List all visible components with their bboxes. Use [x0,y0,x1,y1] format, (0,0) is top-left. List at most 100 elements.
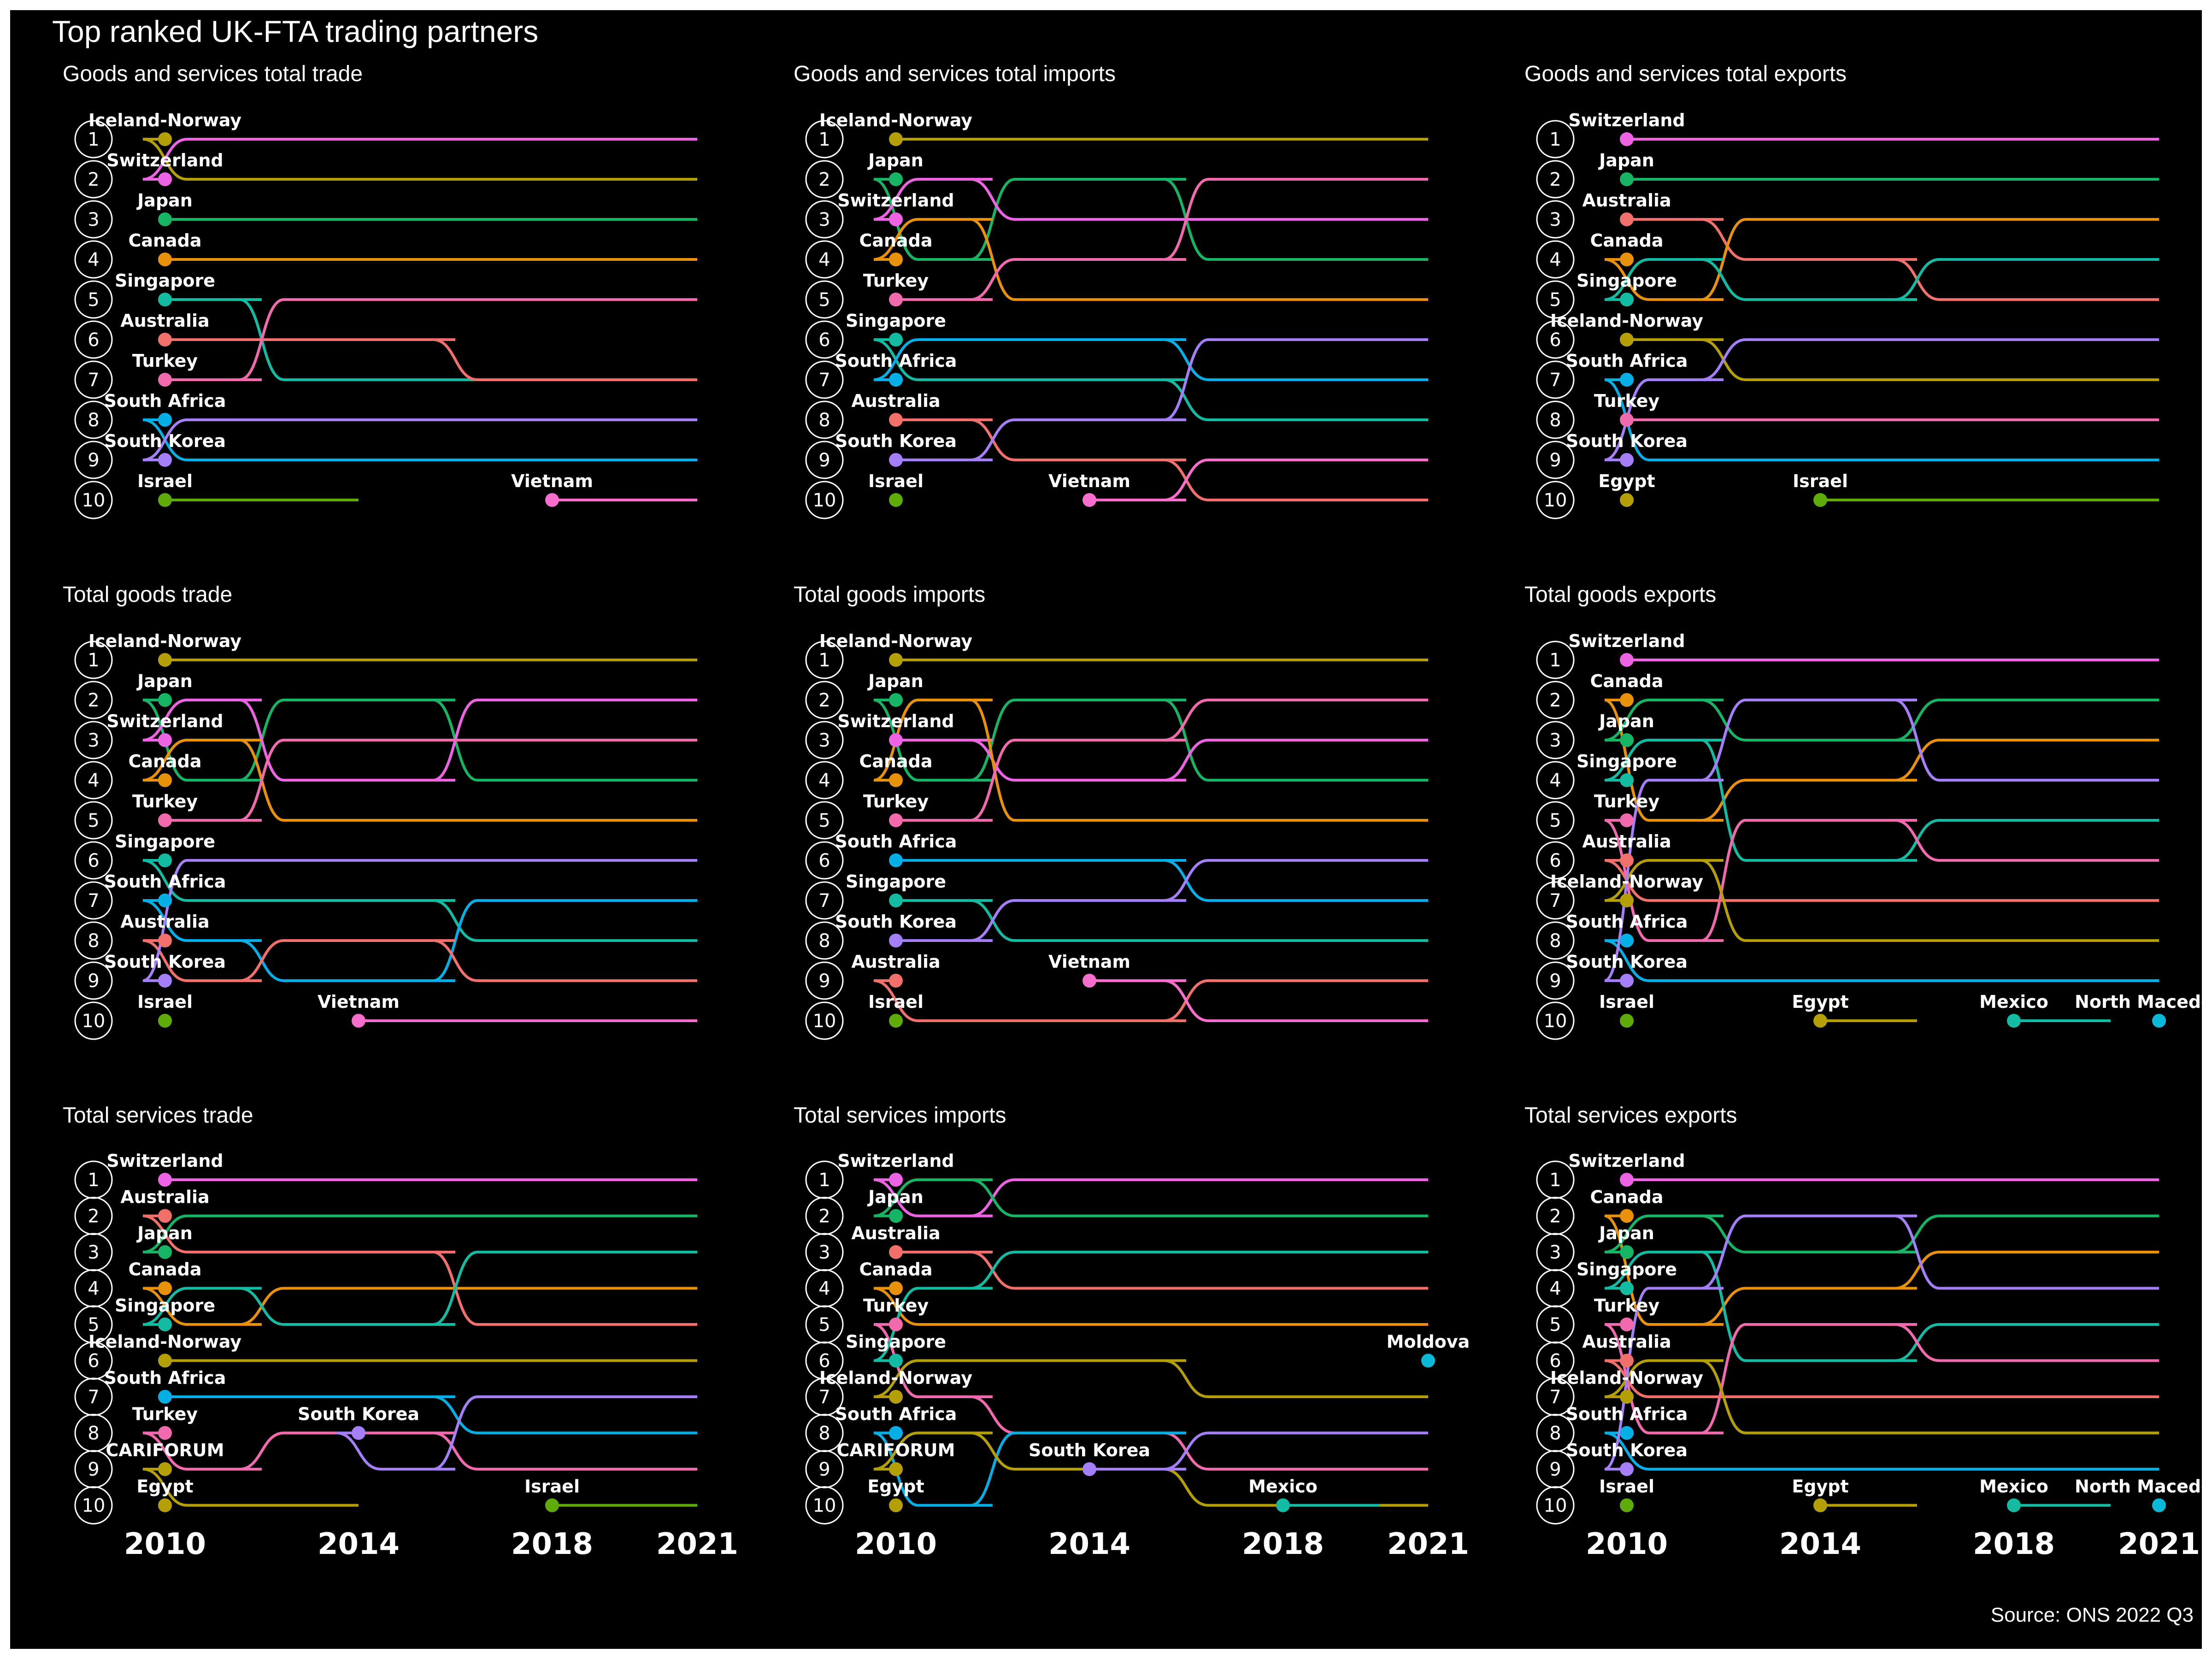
series-marker-moldova [1421,1353,1435,1368]
rank-circle [74,681,113,719]
series-label-switzerland: Switzerland [106,711,223,731]
rank-circle [805,200,844,239]
series-line-south-africa [1604,378,2159,461]
series-label-south-africa: South Africa [835,831,957,852]
series-line-turkey [896,178,1428,301]
x-tick-label: 2021 [2118,1527,2200,1561]
series-label-singapore: Singapore [846,311,946,331]
series-marker-iceland-norway [158,1353,172,1368]
rank-circle [74,400,113,439]
series-marker-south-korea [1620,1462,1634,1476]
series-label-israel: Israel [868,471,924,491]
series-line-canada [873,699,1428,822]
panel-total-services-trade: Total services trade 1 2 3 4 5 6 7 8 9 10 2010 2014 2… [63,1103,738,1561]
series-label-south-korea: South Korea [298,1404,419,1424]
series-marker-egypt [1620,493,1634,507]
series-label-australia: Australia [120,1187,209,1207]
series-label-canada: Canada [128,230,201,251]
rank-circle [805,160,844,199]
rank-number: 4 [818,1278,830,1300]
series-line-japan [873,1178,1428,1218]
series-line-south-africa [165,1395,697,1435]
series-marks: Switzerland Canada Japan Singapore Turkey Aus… [1550,1151,2212,1512]
series-marker-canada [1620,693,1634,707]
series-label-vietnam: Vietnam [1048,471,1130,491]
rank-circle [805,240,844,279]
series-marker-iceland-norway [1620,333,1634,347]
series-marker-japan [158,212,172,226]
rank-number: 8 [1549,930,1561,952]
rank-circle [74,921,113,960]
series-marker-cariforum [889,1462,903,1476]
rank-number: 2 [1549,1206,1561,1227]
rank-number: 7 [1549,370,1561,391]
series-marker-canada [1620,1209,1634,1223]
series-label-israel: Israel [1599,1477,1654,1497]
series-line-south-korea [1604,699,2159,982]
x-tick-label: 2014 [1779,1527,1861,1561]
series-label-north-macedonia: North Macedonia [2075,992,2212,1012]
rank-number: 9 [1549,450,1561,471]
rank-number: 4 [88,1278,99,1300]
series-line-south-africa [873,1431,1186,1507]
series-line-japan [1604,1214,2159,1253]
series-label-australia: Australia [120,912,209,932]
series-label-switzerland: Switzerland [106,150,223,171]
main-title: Top ranked UK-FTA trading partners [52,14,539,48]
series-label-iceland-norway: Iceland-Norway [1550,871,1703,892]
series-lines [1604,138,2159,501]
rank-circle [805,961,844,1000]
series-label-turkey: Turkey [863,1295,929,1316]
series-label-egypt: Egypt [1792,992,1848,1012]
series-label-israel: Israel [137,992,193,1012]
rank-circle [805,320,844,359]
series-label-switzerland: Switzerland [837,1151,954,1171]
series-label-israel: Israel [524,1477,580,1497]
rank-circle [805,681,844,719]
series-marker-vietnam [1082,974,1096,988]
series-line-australia [896,418,1428,501]
series-label-mexico: Mexico [1979,992,2048,1012]
series-label-mexico: Mexico [1248,1477,1318,1497]
rank-circle [74,721,113,759]
rank-circle [74,200,113,239]
series-label-south-africa: South Africa [835,1404,957,1424]
rank-circle [805,120,844,159]
series-label-south-africa: South Africa [1566,912,1688,932]
series-lines [873,1178,1428,1507]
series-marker-turkey [158,1426,172,1440]
rank-circle [74,481,113,519]
panel-goods-and-services-total-imports: Goods and services total imports 1 2 3 4 5 6 7 8… [794,62,1428,519]
rank-number: 10 [813,1495,836,1517]
rank-circle [1536,240,1575,279]
series-marks: Switzerland Japan Australia Canada Turkey Sin… [819,1151,1470,1512]
rank-number: 1 [1549,129,1561,150]
series-label-australia: Australia [1582,190,1671,211]
series-label-cariforum: CARIFORUM [106,1440,224,1460]
rank-circle [74,160,113,199]
series-line-cariforum [142,1468,359,1507]
series-line-switzerland [896,739,1428,782]
series-marker-vietnam [352,1014,365,1028]
rank-number: 1 [88,1170,99,1191]
panel-title: Total services trade [63,1103,253,1128]
series-marker-singapore [1620,293,1634,306]
rank-number: 3 [88,209,99,230]
series-marks: Iceland-Norway Switzerland Japan Canada Sing… [88,110,593,507]
series-marker-israel [545,1498,559,1512]
series-line-iceland-norway [1604,859,2159,942]
series-label-switzerland: Switzerland [1568,1151,1685,1171]
series-marks: Iceland-Norway Japan Switzerland Canada Turk… [819,631,1130,1028]
rank-number: 7 [1549,890,1561,912]
series-label-egypt: Egypt [136,1477,193,1497]
series-label-south-korea: South Korea [1566,952,1688,972]
rank-number: 1 [88,129,99,150]
panel-title: Goods and services total trade [63,62,363,86]
rank-number: 5 [88,1314,99,1335]
series-marker-turkey [158,373,172,387]
rank-number: 7 [88,890,99,912]
series-label-japan: Japan [867,1187,924,1207]
panel-total-goods-trade: Total goods trade12345678910Iceland-Norw… [63,582,697,1040]
rank-circle [74,881,113,920]
series-label-canada: Canada [859,751,932,771]
